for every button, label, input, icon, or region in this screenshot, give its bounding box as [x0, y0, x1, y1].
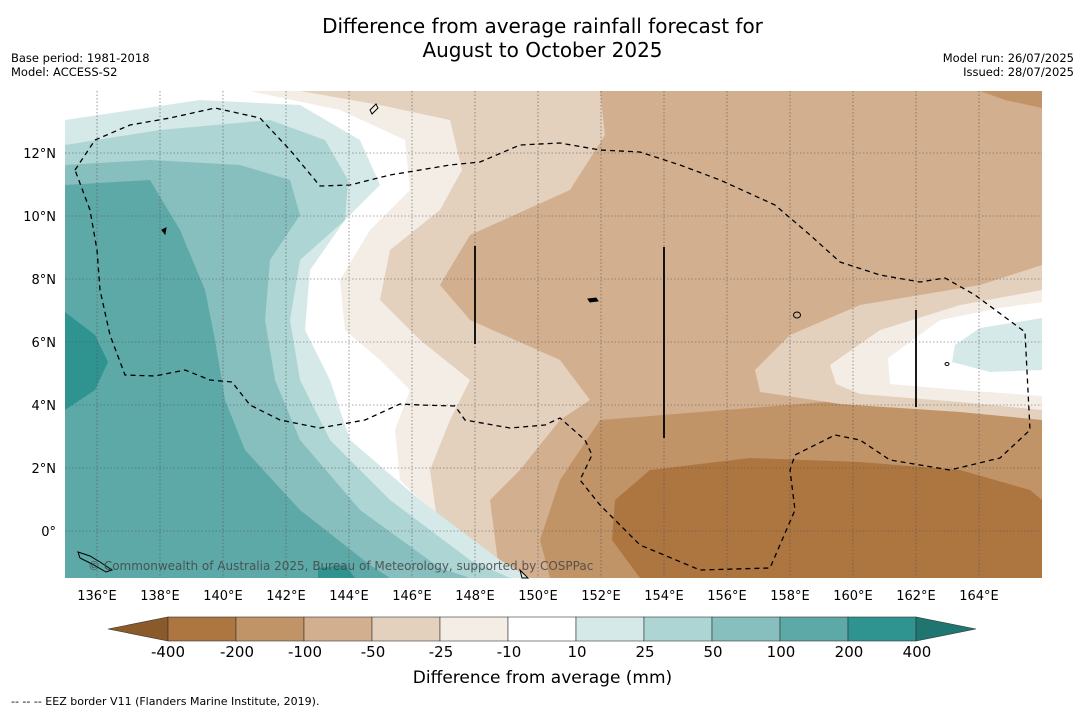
lon-label: 144°E: [329, 589, 369, 604]
colorbar-tick: -100: [287, 643, 323, 661]
colorbar-segment: [575, 616, 645, 642]
colorbar-tick: 100: [766, 643, 796, 661]
colorbar-segment: [439, 616, 509, 642]
island-fais: [369, 103, 379, 115]
lon-label: 138°E: [140, 589, 180, 604]
lon-label: 154°E: [644, 589, 684, 604]
longitude-labels: 136°E 138°E 140°E 142°E 144°E 146°E 148°…: [77, 589, 999, 604]
colorbar-title: Difference from average (mm): [412, 668, 673, 688]
colorbar-segment: [779, 616, 849, 642]
island-kosrae: [944, 362, 950, 366]
island-south: [519, 568, 530, 579]
eez-fsm: [74, 107, 1031, 571]
colorbar-tick: 200: [834, 643, 864, 661]
lat-label: 2°N: [32, 462, 57, 477]
lat-label: 0°: [41, 525, 56, 540]
colorbar-tick: -200: [219, 643, 255, 661]
map-title: Difference from average rainfall forecas…: [0, 14, 1085, 62]
colorbar-segment: [235, 616, 305, 642]
colorbar-extend-low: [107, 616, 169, 642]
lon-label: 150°E: [518, 589, 558, 604]
model-name: Model: ACCESS-S2: [11, 65, 118, 79]
lon-label: 164°E: [959, 589, 999, 604]
lon-label: 146°E: [392, 589, 432, 604]
colorbar-tick: 25: [635, 643, 655, 661]
graticule: [65, 91, 1042, 578]
lon-label: 136°E: [77, 589, 117, 604]
lon-label: 148°E: [455, 589, 495, 604]
issued-date: Issued: 28/07/2025: [963, 65, 1074, 79]
title-line-2: August to October 2025: [422, 38, 663, 62]
title-line-1: Difference from average rainfall forecas…: [322, 14, 763, 38]
lat-label: 12°N: [23, 147, 56, 162]
lon-label: 160°E: [833, 589, 873, 604]
latitude-labels: 12°N 10°N 8°N 6°N 4°N 2°N 0°: [23, 147, 56, 540]
lon-label: 142°E: [266, 589, 306, 604]
island-chuuk: [587, 297, 599, 303]
colorbar-segment: [643, 616, 713, 642]
colorbar-segment: [847, 616, 917, 642]
colorbar-segment: [371, 616, 441, 642]
colorbar-segment: [167, 616, 237, 642]
colorbar-tick: -400: [150, 643, 186, 661]
model-info: Base period: 1981-2018 Model: ACCESS-S2: [11, 51, 150, 79]
lat-label: 10°N: [23, 210, 56, 225]
lon-label: 156°E: [707, 589, 747, 604]
model-run-date: Model run: 26/07/2025: [942, 51, 1074, 65]
lat-label: 8°N: [32, 273, 57, 288]
base-period: Base period: 1981-2018: [11, 51, 150, 65]
lon-label: 162°E: [896, 589, 936, 604]
lat-label: 6°N: [32, 336, 57, 351]
colorbar-tick: 400: [902, 643, 932, 661]
islands: [77, 103, 950, 579]
colorbar-tick: -10: [496, 643, 522, 661]
colorbar-tick: -25: [428, 643, 454, 661]
run-info: Model run: 26/07/2025 Issued: 28/07/2025: [943, 51, 1074, 79]
contour-fill: [65, 91, 1042, 578]
colorbar-tick: 10: [567, 643, 587, 661]
colorbar-segment: [711, 616, 781, 642]
contour-minus-400: [612, 458, 1042, 578]
lon-label: 140°E: [203, 589, 243, 604]
colorbar-tick: -50: [360, 643, 386, 661]
contour-plus-200-south: [318, 565, 355, 578]
contour-plus-200: [65, 312, 108, 410]
island-yap: [161, 227, 167, 236]
island-pohnpei-atoll: [793, 311, 801, 319]
copyright-text: © Commonwealth of Australia 2025, Bureau…: [88, 559, 593, 573]
lon-label: 152°E: [581, 589, 621, 604]
contour-plus-100: [65, 180, 390, 578]
eez-border: [74, 107, 1031, 571]
colorbar-tick: 50: [703, 643, 723, 661]
island-new-guinea-coast: [77, 551, 114, 573]
contour-minus-200-ne: [980, 91, 1042, 108]
contour-plus-10-east: [952, 318, 1042, 372]
eez-footnote: -- -- -- EEZ border V11 (Flanders Marine…: [11, 695, 320, 708]
colorbar-extend-high: [915, 616, 977, 642]
reference-lines: [474, 246, 917, 438]
colorbar-segment: [303, 616, 373, 642]
lon-label: 158°E: [770, 589, 810, 604]
colorbar: [107, 616, 977, 642]
lat-label: 4°N: [32, 399, 57, 414]
colorbar-segment: [507, 616, 577, 642]
